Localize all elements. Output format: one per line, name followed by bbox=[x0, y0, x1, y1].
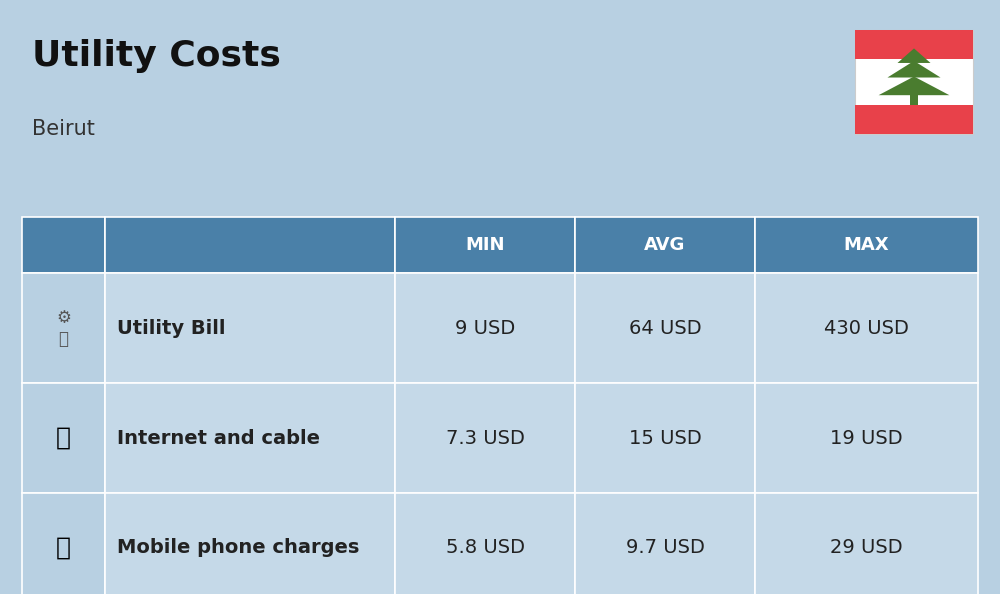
Bar bbox=[105, 383, 395, 493]
Polygon shape bbox=[887, 61, 941, 77]
Text: Utility Bill: Utility Bill bbox=[117, 319, 226, 337]
Bar bbox=[755, 217, 978, 273]
Polygon shape bbox=[879, 77, 949, 95]
Text: MAX: MAX bbox=[844, 236, 889, 254]
Text: Internet and cable: Internet and cable bbox=[117, 429, 320, 447]
Bar bbox=[395, 273, 575, 383]
Text: 64 USD: 64 USD bbox=[629, 319, 701, 337]
Bar bbox=[105, 273, 395, 383]
Text: MIN: MIN bbox=[465, 236, 505, 254]
Bar bbox=[105, 217, 395, 273]
Bar bbox=[395, 493, 575, 594]
Bar bbox=[755, 273, 978, 383]
Bar bbox=[575, 383, 755, 493]
Polygon shape bbox=[897, 49, 931, 63]
Bar bbox=[575, 273, 755, 383]
Bar bbox=[22, 273, 105, 383]
Bar bbox=[22, 493, 105, 594]
Text: 📱: 📱 bbox=[56, 536, 71, 560]
Bar bbox=[575, 217, 755, 273]
Bar bbox=[22, 217, 105, 273]
Text: Mobile phone charges: Mobile phone charges bbox=[117, 539, 359, 557]
Text: ⚙
🔌: ⚙ 🔌 bbox=[56, 309, 71, 347]
Text: 📡: 📡 bbox=[56, 426, 71, 450]
Bar bbox=[855, 30, 973, 59]
Bar bbox=[855, 30, 973, 134]
Bar bbox=[755, 493, 978, 594]
Bar bbox=[575, 493, 755, 594]
Bar bbox=[22, 383, 105, 493]
Bar bbox=[395, 217, 575, 273]
Text: 9 USD: 9 USD bbox=[455, 319, 515, 337]
Text: AVG: AVG bbox=[644, 236, 686, 254]
Bar bbox=[755, 383, 978, 493]
Text: 29 USD: 29 USD bbox=[830, 539, 903, 557]
Bar bbox=[910, 95, 918, 105]
Text: 5.8 USD: 5.8 USD bbox=[446, 539, 524, 557]
Text: 430 USD: 430 USD bbox=[824, 319, 909, 337]
Bar bbox=[395, 383, 575, 493]
Text: Beirut: Beirut bbox=[32, 119, 95, 139]
Bar bbox=[105, 493, 395, 594]
Text: 19 USD: 19 USD bbox=[830, 429, 903, 447]
Text: 15 USD: 15 USD bbox=[629, 429, 701, 447]
Text: 7.3 USD: 7.3 USD bbox=[446, 429, 524, 447]
Text: Utility Costs: Utility Costs bbox=[32, 39, 281, 72]
Bar bbox=[855, 105, 973, 134]
Text: 9.7 USD: 9.7 USD bbox=[626, 539, 704, 557]
